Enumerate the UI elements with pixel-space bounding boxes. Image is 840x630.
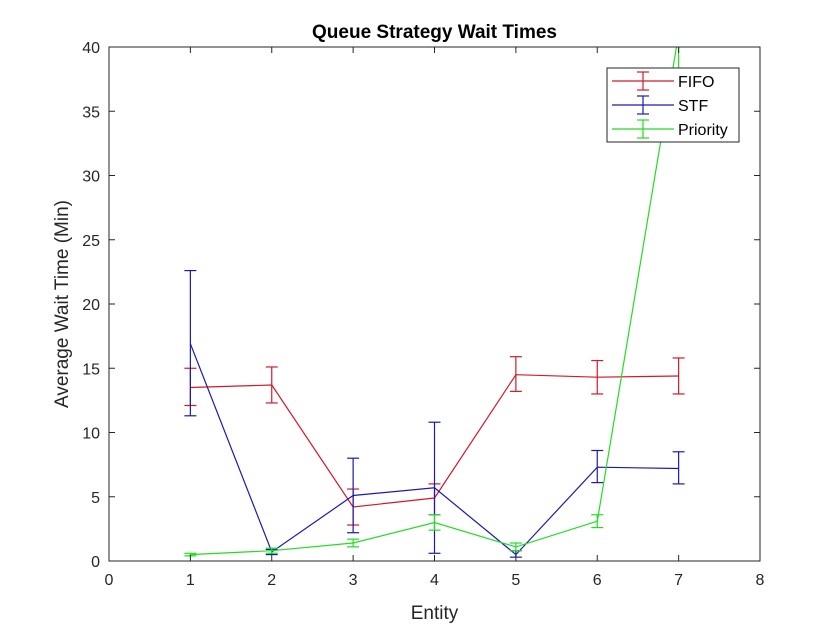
y-tick-label: 0 — [91, 554, 100, 571]
legend-entry-stf: STF — [612, 95, 708, 115]
legend-label: Priority — [678, 122, 728, 139]
legend-label: FIFO — [678, 74, 714, 91]
y-tick-label: 35 — [82, 104, 100, 121]
y-tick-label: 30 — [82, 169, 100, 186]
x-tick-label: 0 — [105, 572, 114, 589]
y-tick-label: 15 — [82, 361, 100, 378]
legend-entry-fifo: FIFO — [612, 71, 714, 91]
legend-label: STF — [678, 98, 708, 115]
y-axis-label: Average Wait Time (Min) — [52, 200, 73, 408]
y-tick-label: 25 — [82, 233, 100, 250]
legend: FIFO STF Priority — [606, 67, 740, 143]
x-tick-label: 4 — [430, 572, 439, 589]
x-tick-label: 8 — [756, 572, 765, 589]
y-tick-label: 20 — [82, 297, 100, 314]
x-tick-label: 7 — [674, 572, 683, 589]
data-layer — [184, 47, 685, 558]
y-tick-label: 10 — [82, 426, 100, 443]
x-tick-label: 1 — [186, 572, 195, 589]
legend-entry-priority: Priority — [612, 119, 728, 139]
x-tick-label: 5 — [511, 572, 520, 589]
y-tick-label: 5 — [91, 490, 100, 507]
chart-title: Queue Strategy Wait Times — [312, 22, 557, 43]
x-axis-label: Entity — [411, 603, 459, 624]
y-tick-label: 40 — [82, 40, 100, 57]
ticks-layer: 0 1 2 3 4 5 6 7 8 0 5 10 15 20 25 30 35 40 — [82, 40, 764, 589]
x-tick-label: 6 — [593, 572, 602, 589]
x-tick-label: 2 — [267, 572, 276, 589]
x-tick-label: 3 — [349, 572, 358, 589]
